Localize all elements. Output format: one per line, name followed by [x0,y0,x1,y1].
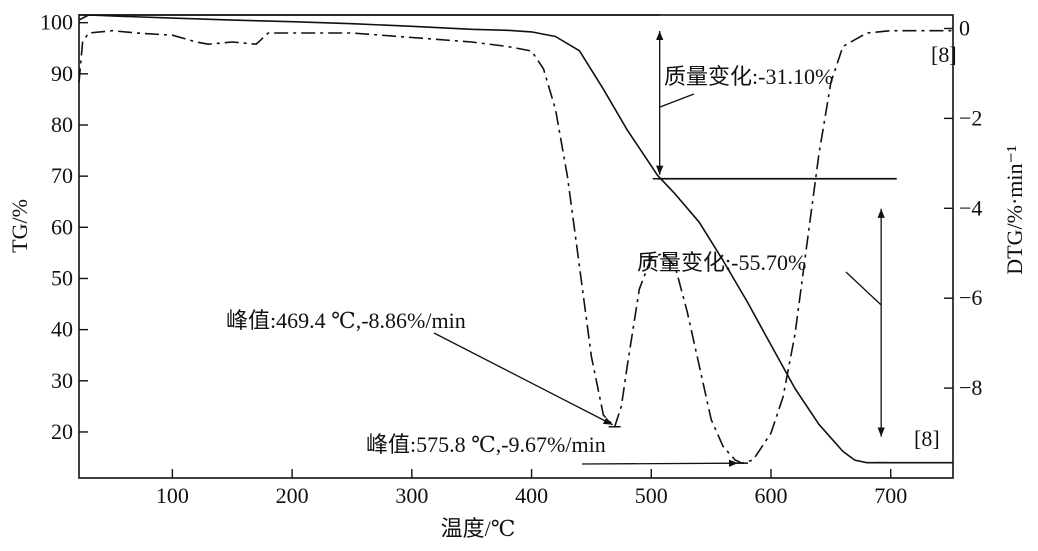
x-tick-label-600: 600 [755,483,788,508]
y-left-tick-label-60: 60 [51,214,73,239]
y-left-tick-label-50: 50 [51,265,73,290]
annotation-mass-change-2: 质量变化:-55.70% [637,250,806,275]
x-tick-label-700: 700 [874,483,907,508]
series-group [78,14,953,465]
x-tick-label-300: 300 [395,483,428,508]
mass-change-2-leader [845,271,882,306]
y-right-tick-label--8: −8 [959,375,982,400]
mass-change-1-leader [659,93,695,108]
x-tick-label-400: 400 [515,483,548,508]
dtg-curve [78,29,953,465]
axis-ticks: 100 200 300 400 500 600 700 20 30 40 50 60 70 80 90 100… [40,10,982,508]
y-right-tick-label--4: −4 [959,195,982,220]
peak-1-leader [433,332,613,426]
y-left-tick-label-100: 100 [40,10,73,35]
y-right-tick-label-0: 0 [959,15,970,40]
x-tick-label-100: 100 [156,483,189,508]
y-left-tick-label-90: 90 [51,61,73,86]
x-tick-label-200: 200 [276,483,309,508]
annotation-mass-change-1: 质量变化:-31.10% [664,64,833,89]
y-left-axis-title: TG/% [7,199,32,253]
x-axis-title: 温度/℃ [441,516,516,541]
reference-label-top: [8] [931,42,957,67]
x-tick-label-500: 500 [635,483,668,508]
y-left-tick-label-70: 70 [51,163,73,188]
y-right-axis-title: DTG/%·min⁻¹ [1002,145,1027,274]
tg-curve [78,14,953,464]
y-left-tick-label-30: 30 [51,368,73,393]
reference-label-bottom: [8] [914,426,940,451]
y-left-tick-label-20: 20 [51,419,73,444]
annotation-peak-2: 峰值:575.8 ℃,-9.67%/min [366,432,606,457]
y-left-tick-label-80: 80 [51,112,73,137]
y-left-tick-label-40: 40 [51,317,73,342]
y-right-tick-label--6: −6 [959,285,982,310]
annotation-peak-1: 峰值:469.4 ℃,-8.86%/min [226,308,466,333]
y-right-tick-label--2: −2 [959,105,982,130]
peak-2-leader [581,459,739,467]
annotation-group [79,14,897,467]
